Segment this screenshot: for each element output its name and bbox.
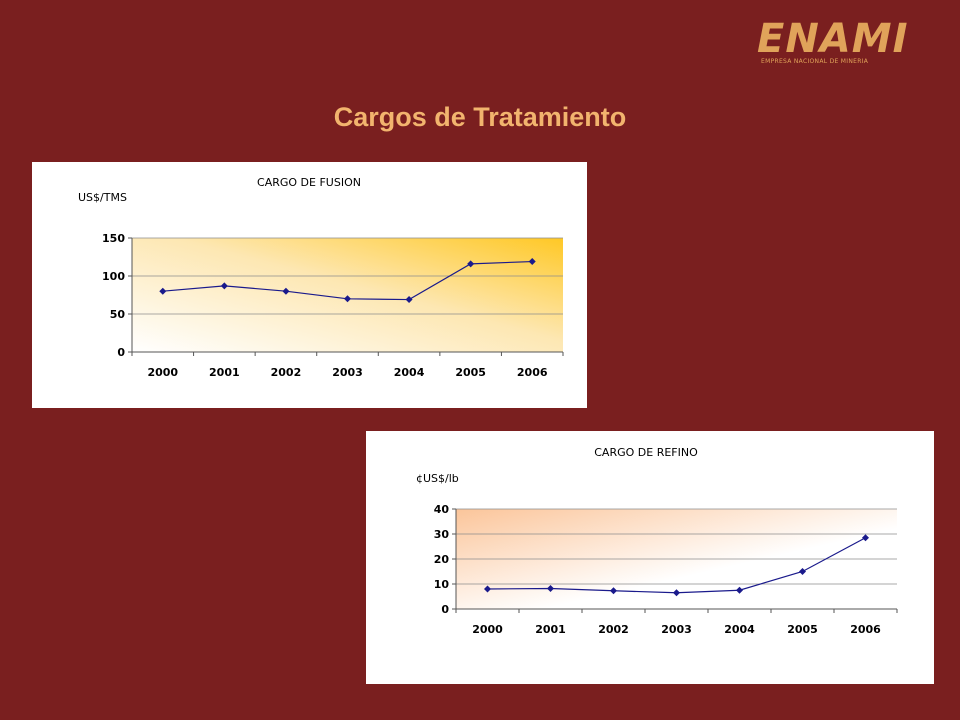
refino-data-point	[673, 589, 680, 597]
refino-xtick-label: 2002	[598, 623, 629, 636]
fusion-xtick-label: 2001	[209, 366, 240, 379]
refino-ytick-label: 40	[434, 503, 450, 516]
fusion-ytick-label: 50	[110, 308, 126, 321]
refino-xtick-label: 2003	[661, 623, 692, 636]
page-title: Cargos de Tratamiento	[333, 102, 627, 132]
fusion-ytick-label: 0	[117, 346, 125, 359]
refino-data-point	[484, 585, 491, 593]
fusion-xtick-label: 2002	[271, 366, 302, 379]
refino-ytick-label: 0	[441, 603, 449, 616]
fusion-xtick-label: 2000	[147, 366, 178, 379]
refino-data-point	[610, 587, 617, 595]
logo-subtitle: EMPRESA NACIONAL DE MINERIA	[761, 58, 869, 65]
refino-xtick-label: 2001	[535, 623, 566, 636]
fusion-title: CARGO DE FUSION	[257, 176, 361, 189]
refino-xtick-label: 2005	[787, 623, 818, 636]
refino-xtick-label: 2006	[850, 623, 881, 636]
refino-ytick-label: 30	[434, 528, 450, 541]
enami-logo: ENAMI EMPRESA NACIONAL DE MINERIA	[755, 16, 935, 68]
refino-ytick-label: 20	[434, 553, 450, 566]
refino-title: CARGO DE REFINO	[594, 446, 698, 459]
logo-wordmark: ENAMI	[757, 16, 909, 62]
fusion-xtick-label: 2003	[332, 366, 363, 379]
fusion-ylabel: US$/TMS	[78, 191, 127, 204]
refino-data-point	[799, 568, 806, 575]
refino-data-point	[862, 534, 869, 542]
fusion-xtick-label: 2006	[517, 366, 548, 379]
fusion-data-point	[282, 287, 290, 295]
fusion-ytick-label: 100	[102, 270, 125, 283]
refino-xtick-label: 2000	[472, 623, 503, 636]
chart-refino-svg: CARGO DE REFINO ¢US$/lb 0 10 20 30 40 2000 2001 2…	[416, 446, 898, 636]
refino-ylabel: ¢US$/lb	[416, 472, 459, 485]
chart-fusion-panel: CARGO DE FUSION US$/TMS 0 50 100 150 2000 2001 2…	[32, 162, 587, 408]
chart-refino-panel: CARGO DE REFINO ¢US$/lb 0 10 20 30 40 2000 2001 2…	[366, 431, 934, 684]
refino-data-point	[736, 586, 743, 594]
refino-data-point	[547, 585, 554, 592]
fusion-data-point	[344, 295, 351, 303]
fusion-plot-area	[132, 238, 563, 352]
fusion-data-point	[467, 260, 475, 268]
fusion-xtick-label: 2005	[455, 366, 486, 379]
fusion-data-point	[220, 282, 228, 290]
fusion-data-point	[405, 296, 413, 304]
fusion-xtick-label: 2004	[394, 366, 425, 379]
refino-xtick-label: 2004	[724, 623, 755, 636]
fusion-data-point	[528, 258, 536, 266]
chart-fusion-svg: CARGO DE FUSION US$/TMS 0 50 100 150 2000 2001 2…	[78, 176, 564, 379]
fusion-ytick-label: 150	[102, 232, 125, 245]
refino-ytick-label: 10	[434, 578, 450, 591]
fusion-data-point	[159, 287, 167, 295]
